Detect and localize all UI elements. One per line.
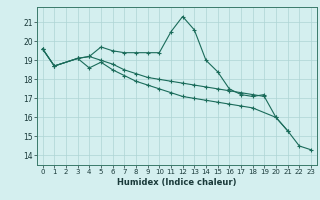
X-axis label: Humidex (Indice chaleur): Humidex (Indice chaleur) [117,178,236,187]
